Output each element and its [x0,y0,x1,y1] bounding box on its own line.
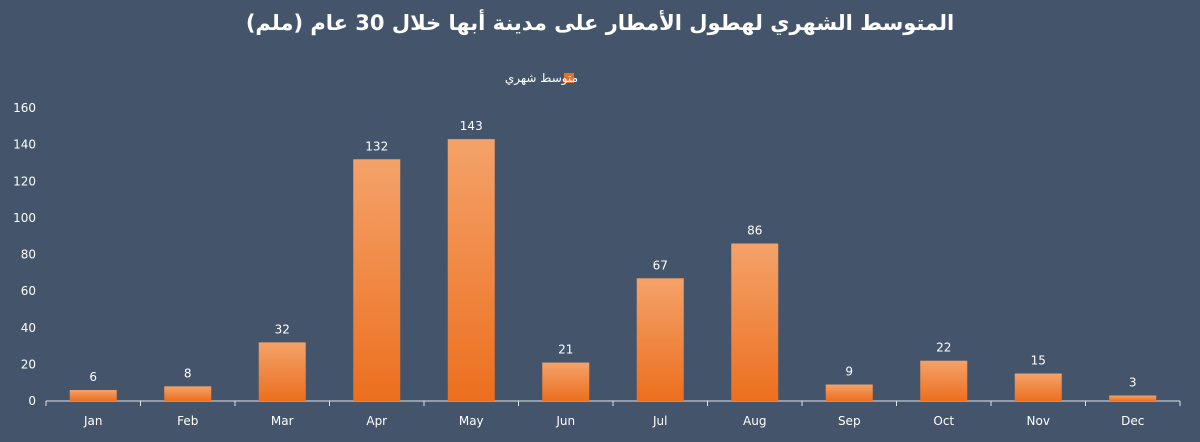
data-label-jun: 21 [558,343,573,357]
bar-dec [1109,395,1157,401]
bar-sep [825,384,873,401]
bar-may [447,139,495,401]
bar-jun [542,362,590,401]
data-label-apr: 132 [365,139,388,153]
data-label-sep: 9 [845,365,853,379]
bars [69,139,1157,401]
legend-label: متوسط شهري [505,71,578,86]
data-label-oct: 22 [936,341,951,355]
y-tick-label: 0 [28,394,36,408]
data-label-may: 143 [460,119,483,133]
x-tick-label: Jan [83,414,103,428]
x-axis: Jan Feb Mar Apr May Jun Jul Aug Sep Oct Nov Dec [45,400,1181,428]
x-tick-label: Oct [933,414,954,428]
x-tick-label: Apr [366,414,387,428]
x-tick-label: Mar [271,414,294,428]
x-tick-label: Aug [743,414,766,428]
chart-title: المتوسط الشهري لهطول الأمطار على مدينة أ… [246,8,954,36]
data-label-mar: 32 [275,322,290,336]
y-tick-label: 120 [13,174,36,188]
data-label-feb: 8 [184,366,192,380]
bar-oct [920,360,968,401]
x-tick-label: Feb [177,414,198,428]
bar-feb [164,386,212,401]
y-tick-label: 140 [13,138,36,152]
y-axis: 0 20 40 60 80 100 120 140 160 [13,101,36,408]
bar-jan [69,390,117,401]
y-tick-label: 160 [13,101,36,115]
legend-swatch [564,73,574,83]
data-label-jan: 6 [89,370,97,384]
y-tick-label: 80 [21,248,36,262]
y-tick-label: 60 [21,284,36,298]
x-tick-label: Nov [1027,414,1050,428]
data-label-aug: 86 [747,224,762,238]
x-tick-label: Dec [1121,414,1144,428]
y-tick-label: 100 [13,211,36,225]
x-tick-label: Sep [838,414,861,428]
bar-nov [1014,373,1062,401]
data-labels: 6 8 32 132 143 21 67 86 9 22 15 3 [89,119,1136,389]
x-tick-label: Jun [555,414,575,428]
chart-legend: متوسط شهري [505,71,578,86]
data-label-jul: 67 [653,258,668,272]
y-tick-label: 20 [21,357,36,371]
bar-apr [353,159,401,401]
y-tick-label: 40 [21,321,36,335]
bar-mar [258,342,306,401]
data-label-dec: 3 [1129,376,1137,390]
x-tick-label: May [459,414,484,428]
x-tick-label: Jul [652,414,667,428]
bar-aug [731,243,779,401]
bar-jul [636,278,684,401]
data-label-nov: 15 [1031,354,1046,368]
